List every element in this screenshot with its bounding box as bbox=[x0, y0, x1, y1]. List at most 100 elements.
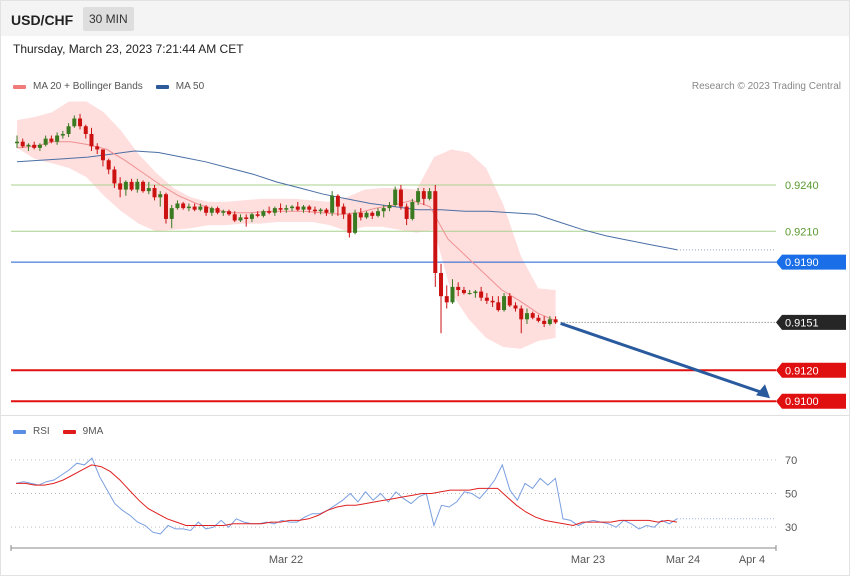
candle bbox=[427, 188, 432, 201]
forecast-arrow-head bbox=[756, 384, 770, 399]
candle bbox=[141, 180, 146, 193]
candle-body bbox=[123, 181, 128, 190]
legend-swatch-rsi bbox=[13, 429, 26, 434]
level-label-bg bbox=[776, 314, 846, 330]
candle-body bbox=[272, 208, 277, 213]
legend-swatch-ma50 bbox=[155, 84, 169, 89]
candle-body bbox=[169, 208, 174, 219]
candle bbox=[37, 143, 42, 151]
candle-body bbox=[353, 212, 358, 233]
rsi-tick-label: 50 bbox=[785, 489, 797, 501]
candle bbox=[15, 135, 19, 148]
candle bbox=[89, 127, 94, 151]
candle bbox=[66, 123, 71, 138]
rsi-gridlines: 70 50 30 bbox=[11, 455, 797, 534]
level-labels: 0.9240 0.9210 0.9190 0.9151 0.9120 0.9100 bbox=[776, 180, 846, 409]
candle-body bbox=[49, 138, 54, 142]
candle bbox=[209, 206, 214, 216]
forecast-arrow-shaft bbox=[560, 321, 765, 395]
candle bbox=[49, 135, 54, 144]
candle bbox=[375, 208, 380, 218]
candle-body bbox=[284, 208, 289, 210]
candle-body bbox=[204, 206, 209, 213]
candle bbox=[95, 143, 100, 155]
candle-body bbox=[60, 133, 65, 136]
candle-body bbox=[393, 189, 398, 206]
candle-body bbox=[410, 201, 415, 219]
level-label: 0.9210 bbox=[785, 226, 819, 238]
candle-body bbox=[513, 305, 518, 309]
candle-body bbox=[221, 211, 226, 213]
candle-body bbox=[186, 206, 191, 209]
candle bbox=[398, 184, 403, 210]
level-label: 0.9120 bbox=[785, 365, 819, 377]
rsi-tick-label: 30 bbox=[785, 522, 797, 534]
candle bbox=[393, 186, 398, 207]
bollinger-band bbox=[17, 101, 556, 349]
candle-body bbox=[15, 141, 19, 144]
candle bbox=[204, 205, 209, 216]
candle-body bbox=[146, 188, 151, 192]
candle bbox=[118, 177, 123, 198]
candle-body bbox=[490, 300, 495, 303]
candle-body bbox=[32, 144, 37, 148]
candle-body bbox=[261, 211, 266, 216]
candle-body bbox=[479, 291, 484, 298]
candle bbox=[146, 181, 151, 195]
candle bbox=[473, 289, 478, 298]
candle-body bbox=[78, 118, 83, 127]
candle bbox=[261, 209, 266, 218]
candle bbox=[198, 203, 203, 212]
candle bbox=[318, 208, 323, 215]
timeframe-badge[interactable]: 30 MIN bbox=[83, 7, 134, 31]
candle-body bbox=[238, 217, 243, 221]
candle bbox=[312, 206, 317, 215]
candle bbox=[439, 263, 444, 334]
candle-body bbox=[547, 319, 552, 324]
candle-body bbox=[175, 203, 180, 209]
candle bbox=[284, 205, 289, 213]
rsi-series-rsi bbox=[15, 457, 678, 535]
candle bbox=[358, 208, 363, 221]
chart-datetime: Thursday, March 23, 2023 7:21:44 AM CET bbox=[13, 42, 244, 56]
candle-body bbox=[341, 206, 346, 215]
candle bbox=[20, 138, 25, 148]
candle-body bbox=[118, 183, 123, 190]
candle bbox=[78, 113, 83, 130]
candle bbox=[490, 296, 495, 307]
candle bbox=[479, 286, 484, 301]
candle-body bbox=[536, 317, 541, 321]
candle-body bbox=[181, 203, 186, 209]
candle bbox=[221, 209, 226, 216]
candle-body bbox=[324, 209, 329, 213]
bollinger-band-area bbox=[17, 101, 556, 349]
candle bbox=[496, 296, 501, 312]
candle bbox=[347, 212, 352, 238]
candle bbox=[353, 209, 358, 235]
candle bbox=[404, 203, 409, 226]
candle-body bbox=[141, 181, 146, 192]
candle bbox=[295, 201, 300, 212]
legend-label-ma50: MA 50 bbox=[175, 81, 205, 92]
legend-label-9ma: 9MA bbox=[82, 426, 104, 437]
candle-body bbox=[95, 146, 100, 150]
candle bbox=[227, 209, 232, 216]
candle bbox=[450, 279, 455, 304]
candle-body bbox=[135, 181, 140, 190]
candle bbox=[513, 302, 518, 312]
candle bbox=[238, 214, 243, 223]
panel-divider bbox=[1, 415, 849, 416]
candle-body bbox=[198, 206, 203, 210]
candle-body bbox=[444, 296, 449, 303]
rsi-legend: RSI 9MA bbox=[13, 426, 116, 437]
candle-body bbox=[318, 209, 323, 212]
legend-item-9ma: 9MA bbox=[62, 426, 104, 437]
candle-body bbox=[461, 289, 466, 294]
candle-body bbox=[398, 189, 403, 207]
candle bbox=[324, 208, 329, 216]
candle-body bbox=[249, 214, 254, 219]
candle-body bbox=[433, 191, 438, 273]
candle bbox=[158, 191, 163, 207]
candle bbox=[72, 115, 77, 128]
